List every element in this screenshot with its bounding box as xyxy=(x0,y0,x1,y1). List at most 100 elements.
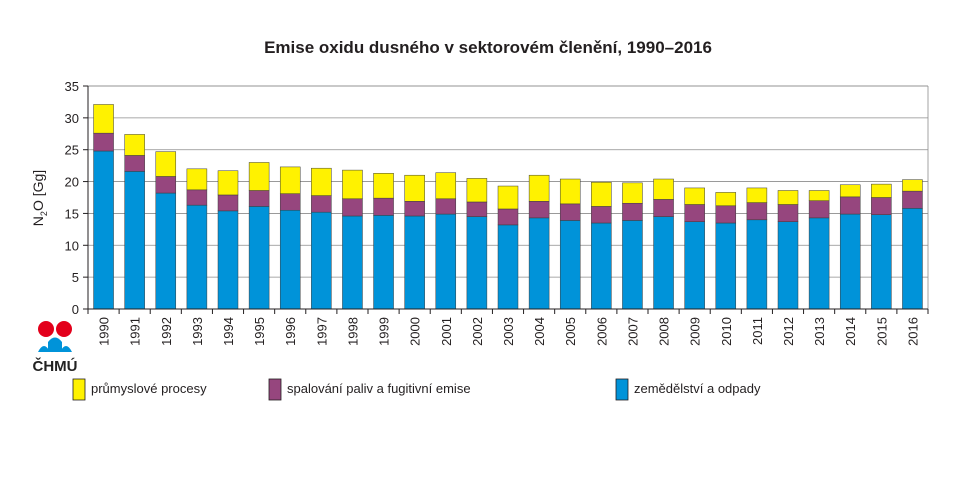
bar-segment xyxy=(777,204,799,222)
x-tick-label: 2005 xyxy=(563,317,578,346)
bars xyxy=(93,104,923,310)
bar-segment xyxy=(155,192,177,310)
bar-segment xyxy=(653,199,674,217)
bar-segment xyxy=(591,222,612,310)
bar-segment xyxy=(155,151,177,177)
axes xyxy=(87,85,929,314)
legend-swatch xyxy=(615,378,629,401)
bar-segment xyxy=(777,221,799,310)
bar-segment xyxy=(684,204,705,222)
x-tick-label: 1990 xyxy=(97,317,112,346)
bar-segment xyxy=(311,211,332,310)
bar-segment xyxy=(342,169,363,200)
bar-segment xyxy=(373,197,394,216)
bar-segment xyxy=(404,201,425,217)
chmu-logo: ČHMÚ xyxy=(33,321,78,375)
bar-segment xyxy=(902,190,923,209)
x-tick-label: 2009 xyxy=(688,317,703,346)
x-tick-label: 2004 xyxy=(532,317,547,346)
bar-segment xyxy=(186,204,208,310)
x-tick-label: 2000 xyxy=(408,317,423,346)
legend-label: spalování paliv a fugitivní emise xyxy=(287,381,471,396)
bar-segment xyxy=(871,183,892,198)
y-tick-label: 30 xyxy=(65,111,79,126)
bar-segment xyxy=(591,206,612,224)
bar-segment xyxy=(871,214,892,310)
x-tick-label: 1994 xyxy=(221,317,236,346)
legend-swatch xyxy=(268,378,282,401)
x-tick-label: 2001 xyxy=(439,317,454,346)
y-tick-label: 15 xyxy=(65,206,79,221)
bar-segment xyxy=(124,155,145,172)
x-tick-label: 2010 xyxy=(719,317,734,346)
y-tick-label: 0 xyxy=(72,302,79,317)
bar-segment xyxy=(466,201,488,217)
bar-segment xyxy=(746,219,768,310)
bar-segment xyxy=(528,217,550,310)
bar-segment xyxy=(746,202,768,221)
bar-segment xyxy=(404,174,425,202)
bar-segment xyxy=(902,208,923,310)
bar-segment xyxy=(528,201,550,219)
x-tick-label: 2007 xyxy=(625,317,640,346)
bar-segment xyxy=(217,170,239,196)
x-tick-label: 2006 xyxy=(594,317,609,346)
y-axis-label: N2O [Gg] xyxy=(30,170,49,226)
bar-segment xyxy=(155,176,177,194)
bar-segment xyxy=(279,166,301,194)
bar-segment xyxy=(93,132,114,152)
x-tick-label: 1997 xyxy=(314,317,329,346)
bar-segment xyxy=(279,193,301,211)
bar-segment xyxy=(622,202,643,221)
bar-segment xyxy=(124,171,145,310)
bar-segment xyxy=(746,187,768,203)
x-tick-label: 1999 xyxy=(377,317,392,346)
y-tick-label: 20 xyxy=(65,175,79,190)
bar-segment xyxy=(248,206,270,310)
bar-segment xyxy=(559,220,581,310)
bar-segment xyxy=(342,198,363,217)
bar-segment xyxy=(684,187,705,205)
x-tick-label: 1992 xyxy=(159,317,174,346)
legend-label: zemědělství a odpady xyxy=(634,381,761,396)
bar-segment xyxy=(497,185,519,210)
bar-segment xyxy=(497,224,519,310)
legend-label: průmyslové procesy xyxy=(91,381,207,396)
bar-segment xyxy=(839,213,861,310)
bar-segment xyxy=(124,134,145,156)
bar-segment xyxy=(808,190,830,201)
x-tick-label: 1996 xyxy=(283,317,298,346)
x-tick-label: 1995 xyxy=(252,317,267,346)
y-tick-label: 10 xyxy=(65,238,79,253)
bar-segment xyxy=(466,216,488,310)
bar-segment xyxy=(715,222,737,310)
bar-segment xyxy=(311,167,332,196)
bar-segment xyxy=(715,205,737,224)
bar-segment xyxy=(186,189,208,206)
bar-segment xyxy=(404,215,425,310)
x-tick-label: 2012 xyxy=(781,317,796,346)
x-tick-label: 1993 xyxy=(190,317,205,346)
y-tick-label: 35 xyxy=(65,79,79,94)
y-tick-label: 25 xyxy=(65,143,79,158)
bar-segment xyxy=(902,179,923,192)
bar-segment xyxy=(435,213,457,310)
bar-segment xyxy=(622,220,643,310)
bar-segment xyxy=(279,209,301,310)
bar-segment xyxy=(559,203,581,221)
bar-segment xyxy=(217,210,239,310)
x-tick-labels: 1990 1991 1992 1993 1994 1995 1996 1997 1998 1999… xyxy=(97,317,921,346)
bar-segment xyxy=(248,190,270,207)
bar-segment xyxy=(653,216,674,310)
bar-segment xyxy=(528,174,550,202)
x-tick-label: 1991 xyxy=(128,317,143,346)
bar-segment xyxy=(684,221,705,310)
bar-segment xyxy=(217,194,239,212)
y-tick-label: 5 xyxy=(72,270,79,285)
x-tick-label: 2002 xyxy=(470,317,485,346)
x-tick-label: 2003 xyxy=(501,317,516,346)
x-tick-label: 1998 xyxy=(345,317,360,346)
bar-segment xyxy=(497,208,519,226)
bar-segment xyxy=(435,198,457,215)
